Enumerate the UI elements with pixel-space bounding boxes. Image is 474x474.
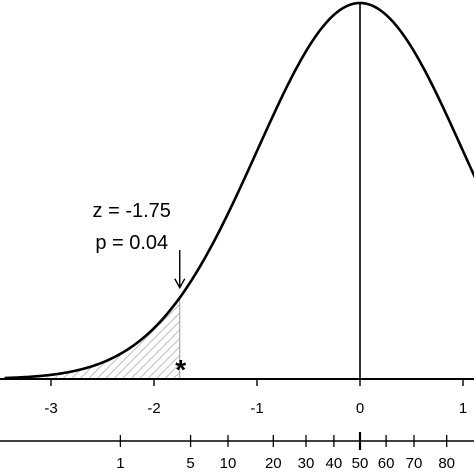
z-tick-label: -1 [250, 400, 263, 417]
annotation-line: z = -1.75 [93, 200, 171, 222]
percentile-tick-label: 10 [220, 455, 237, 472]
percentile-tick-label: 30 [298, 455, 315, 472]
percentile-tick-label: 80 [438, 455, 455, 472]
percentile-tick-label: 5 [186, 455, 194, 472]
annotation-line: p = 0.04 [95, 232, 168, 254]
density-curve [4, 1, 474, 380]
percentile-tick-label: 50 [352, 455, 369, 472]
percentile-axis-ticks: 15102030405060708090 [116, 432, 455, 472]
percentile-tick-label: 1 [116, 455, 124, 472]
z-annotation: z = -1.75 p = 0.04 [93, 200, 171, 254]
percentile-tick-label: 40 [326, 455, 343, 472]
percentile-tick-label: 70 [406, 455, 423, 472]
z-tick-label: 0 [356, 400, 364, 417]
z-axis-ticks: -3 -2 -1 0 1 [44, 379, 467, 417]
percentile-tick-label: 60 [378, 455, 395, 472]
percentile-tick-label: 20 [265, 455, 282, 472]
z-tick-label: -3 [44, 400, 57, 417]
z-tick-label: 1 [459, 400, 467, 417]
annotation-arrow-head [174, 278, 186, 290]
left-tail-shaded-area [4, 297, 180, 379]
significance-asterisk: * [175, 354, 186, 385]
z-tick-label: -2 [147, 400, 160, 417]
